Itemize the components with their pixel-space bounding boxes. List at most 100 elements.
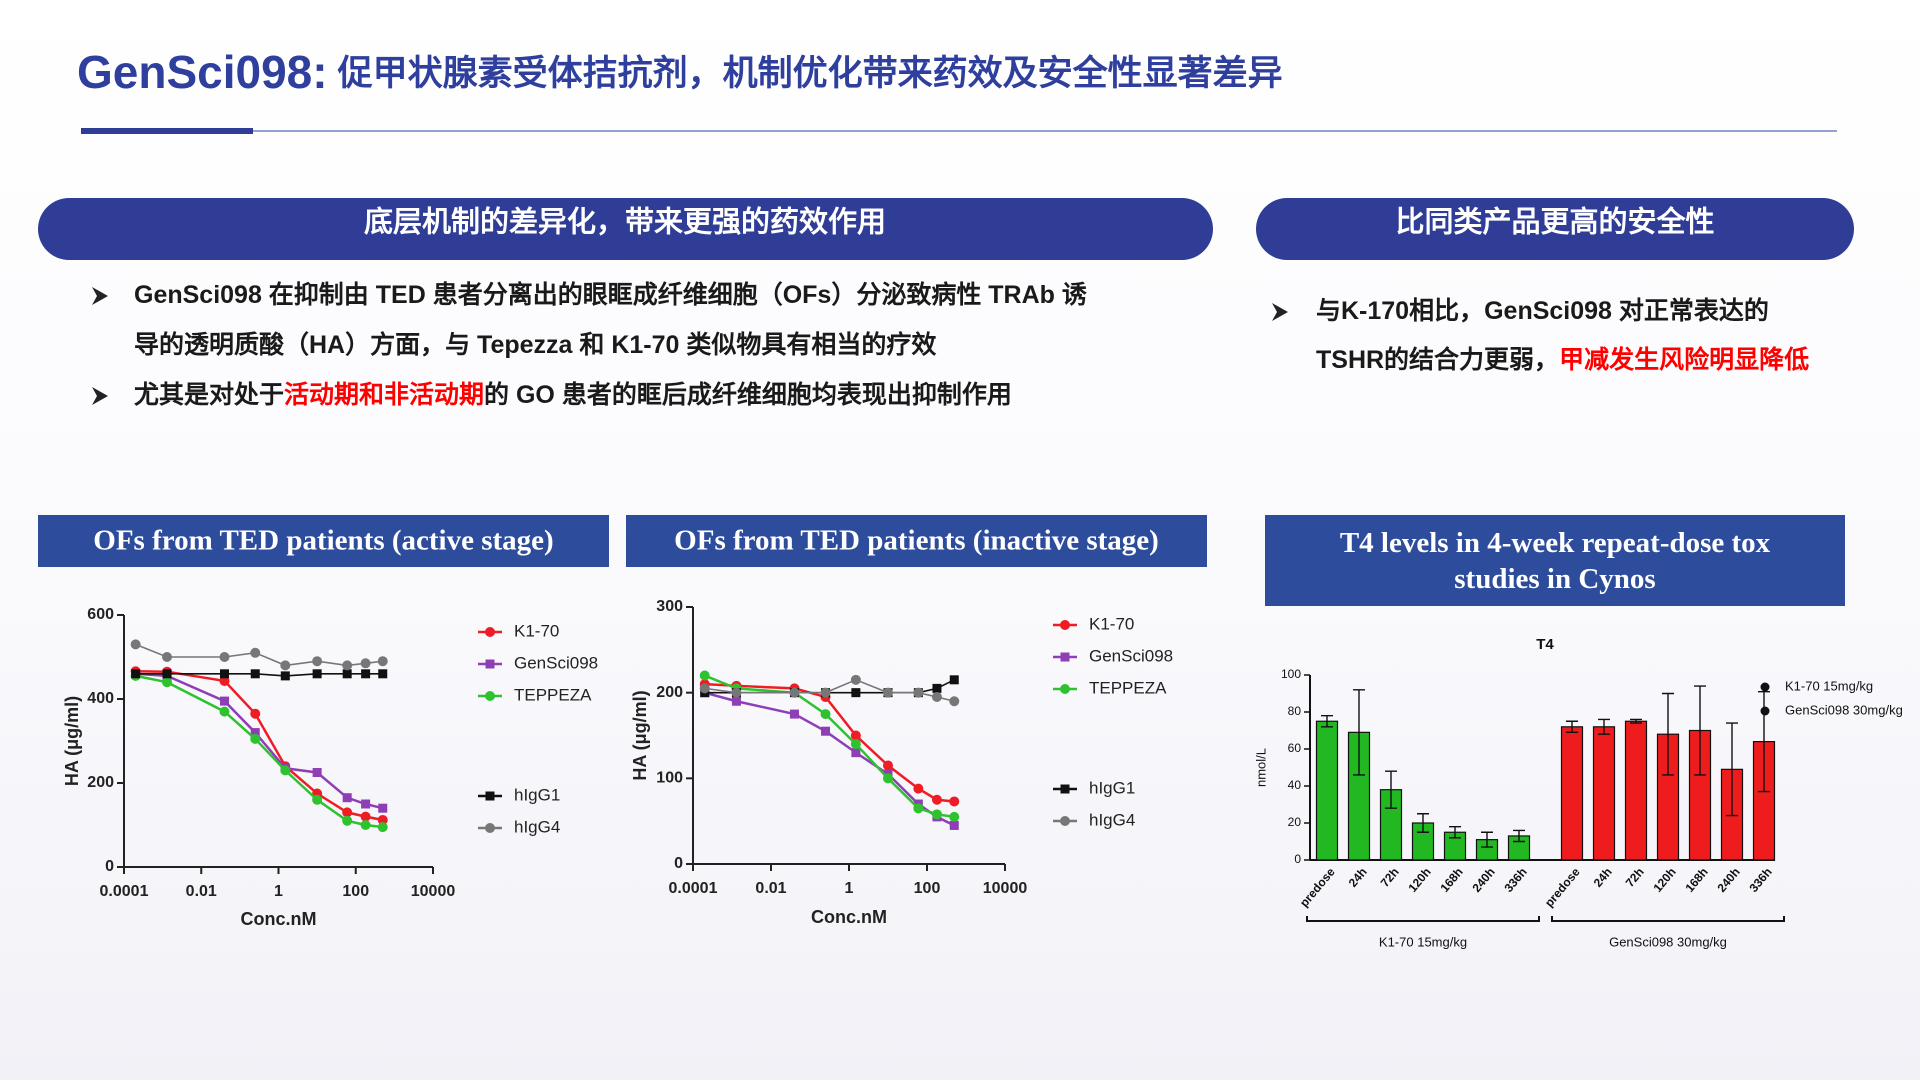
data-point	[949, 675, 959, 685]
data-point	[130, 639, 141, 650]
panel-heading-bg	[1256, 198, 1854, 260]
y-tick-label: 60	[1288, 741, 1302, 755]
legend-label: GenSci098 30mg/kg	[1785, 702, 1903, 717]
x-tick-label: 10000	[983, 880, 1028, 897]
data-point	[949, 796, 960, 807]
bullet-text: TSHR的结合力更弱，甲减发生风险明显降低	[1316, 345, 1809, 374]
data-point	[913, 783, 924, 794]
error-bar	[1417, 813, 1429, 833]
data-point	[699, 683, 710, 694]
legend-label: GenSci098	[1089, 646, 1173, 665]
bullet-text: 尤其是对处于活动期和非活动期的 GO 患者的眶后成纤维细胞均表现出抑制作用	[134, 380, 1012, 409]
y-tick-label: 0	[105, 858, 114, 875]
x-tick-label: 24h	[1591, 865, 1615, 890]
data-point	[361, 799, 371, 809]
error-bar	[1566, 720, 1578, 734]
data-point	[250, 733, 261, 744]
x-tick-label: 0.01	[186, 883, 217, 900]
data-point	[731, 696, 741, 706]
data-point	[220, 696, 230, 706]
text-run: 的 GO 患者的眶后成纤维细胞均表现出抑制作用	[484, 380, 1012, 409]
x-tick-label: 1	[274, 883, 283, 900]
chart-header-line: T4 levels in 4-week repeat-dose tox	[1340, 527, 1771, 559]
data-point	[162, 677, 173, 688]
x-tick-label: 168h	[1682, 865, 1710, 895]
error-bar	[1662, 692, 1674, 776]
y-tick-label: 0	[674, 855, 683, 872]
data-point	[850, 674, 861, 685]
data-point	[280, 660, 291, 671]
chart-header-bg	[38, 515, 609, 567]
data-point	[949, 820, 959, 830]
data-point	[312, 794, 323, 805]
title: 促甲状腺素受体拮抗剂，机制优化带来药效及安全性显著差异	[337, 53, 1283, 93]
data-point	[883, 773, 893, 784]
x-tick-label: predose	[1297, 865, 1338, 910]
x-tick-label: 240h	[1469, 865, 1497, 895]
chart-header: OFs from TED patients (active stage)	[93, 525, 553, 557]
data-point	[377, 822, 388, 833]
x-tick-label: 240h	[1714, 865, 1742, 895]
data-point	[821, 726, 831, 736]
legend-marker	[485, 691, 495, 701]
text-run: 导的透明质酸（HA）方面，与 Tepezza 和 K1-70 类似物具有相当的疗…	[134, 330, 936, 359]
y-tick-label: 80	[1288, 704, 1302, 718]
x-tick-label: 0.01	[755, 880, 786, 897]
data-point	[360, 820, 371, 830]
y-tick-label: 40	[1288, 778, 1302, 792]
x-axis-label: Conc.nM	[811, 907, 887, 927]
x-tick-label: 120h	[1650, 865, 1678, 895]
x-tick-label: 0.0001	[100, 883, 149, 900]
y-tick-label: 600	[87, 606, 114, 623]
x-tick-label: 168h	[1437, 865, 1465, 895]
y-tick-label: 200	[656, 684, 683, 701]
legend-marker	[485, 823, 495, 833]
x-tick-label: 100	[914, 880, 941, 897]
legend-label: TEPPEZA	[514, 685, 592, 704]
legend-label: K1-70	[1089, 614, 1134, 633]
error-bar	[1630, 718, 1642, 724]
data-point	[361, 669, 371, 679]
data-point	[913, 687, 924, 698]
data-point	[820, 687, 831, 698]
legend-marker	[485, 791, 495, 801]
legend-marker	[485, 627, 495, 637]
data-point	[931, 691, 942, 702]
legend-label: K1-70	[514, 621, 559, 640]
legend-label: hIgG1	[1089, 778, 1135, 797]
brand: GenSci098:	[77, 46, 328, 98]
error-bar	[1598, 718, 1610, 735]
data-point	[131, 669, 141, 679]
group-label: GenSci098 30mg/kg	[1609, 934, 1727, 949]
data-point	[883, 687, 893, 698]
legend-marker	[1760, 706, 1770, 716]
chart-header: T4 levels in 4-week repeat-dose tox studi…	[1340, 527, 1771, 595]
series-line	[135, 674, 383, 829]
legend-marker	[1060, 652, 1070, 662]
data-point	[932, 683, 942, 693]
group-label: K1-70 15mg/kg	[1379, 934, 1467, 949]
x-tick-label: 24h	[1346, 865, 1370, 890]
x-tick-label: 336h	[1501, 865, 1529, 895]
data-point	[220, 669, 230, 679]
group-bracket	[1551, 916, 1785, 922]
data-point	[913, 803, 924, 814]
text-run: 活动期和非活动期	[284, 381, 484, 409]
data-point	[342, 660, 353, 671]
x-tick-label: 10000	[411, 883, 456, 900]
data-point	[850, 730, 861, 741]
chart-header: OFs from TED patients (inactive stage)	[674, 525, 1159, 557]
text-run: 尤其是对处于	[134, 380, 284, 409]
page-title: GenSci098: 促甲状腺素受体拮抗剂，机制优化带来药效及安全性显著差异	[77, 46, 1283, 98]
panel-heading: 比同类产品更高的安全性	[1395, 205, 1714, 239]
data-point	[851, 688, 861, 698]
plot-title: T4	[1536, 636, 1554, 653]
panel-heading-bg	[38, 198, 1213, 260]
y-tick-label: 400	[87, 690, 114, 707]
data-point	[219, 706, 230, 717]
data-point	[162, 652, 173, 662]
data-point	[219, 652, 230, 662]
y-tick-label: 0	[1294, 852, 1301, 866]
data-point	[931, 809, 942, 820]
